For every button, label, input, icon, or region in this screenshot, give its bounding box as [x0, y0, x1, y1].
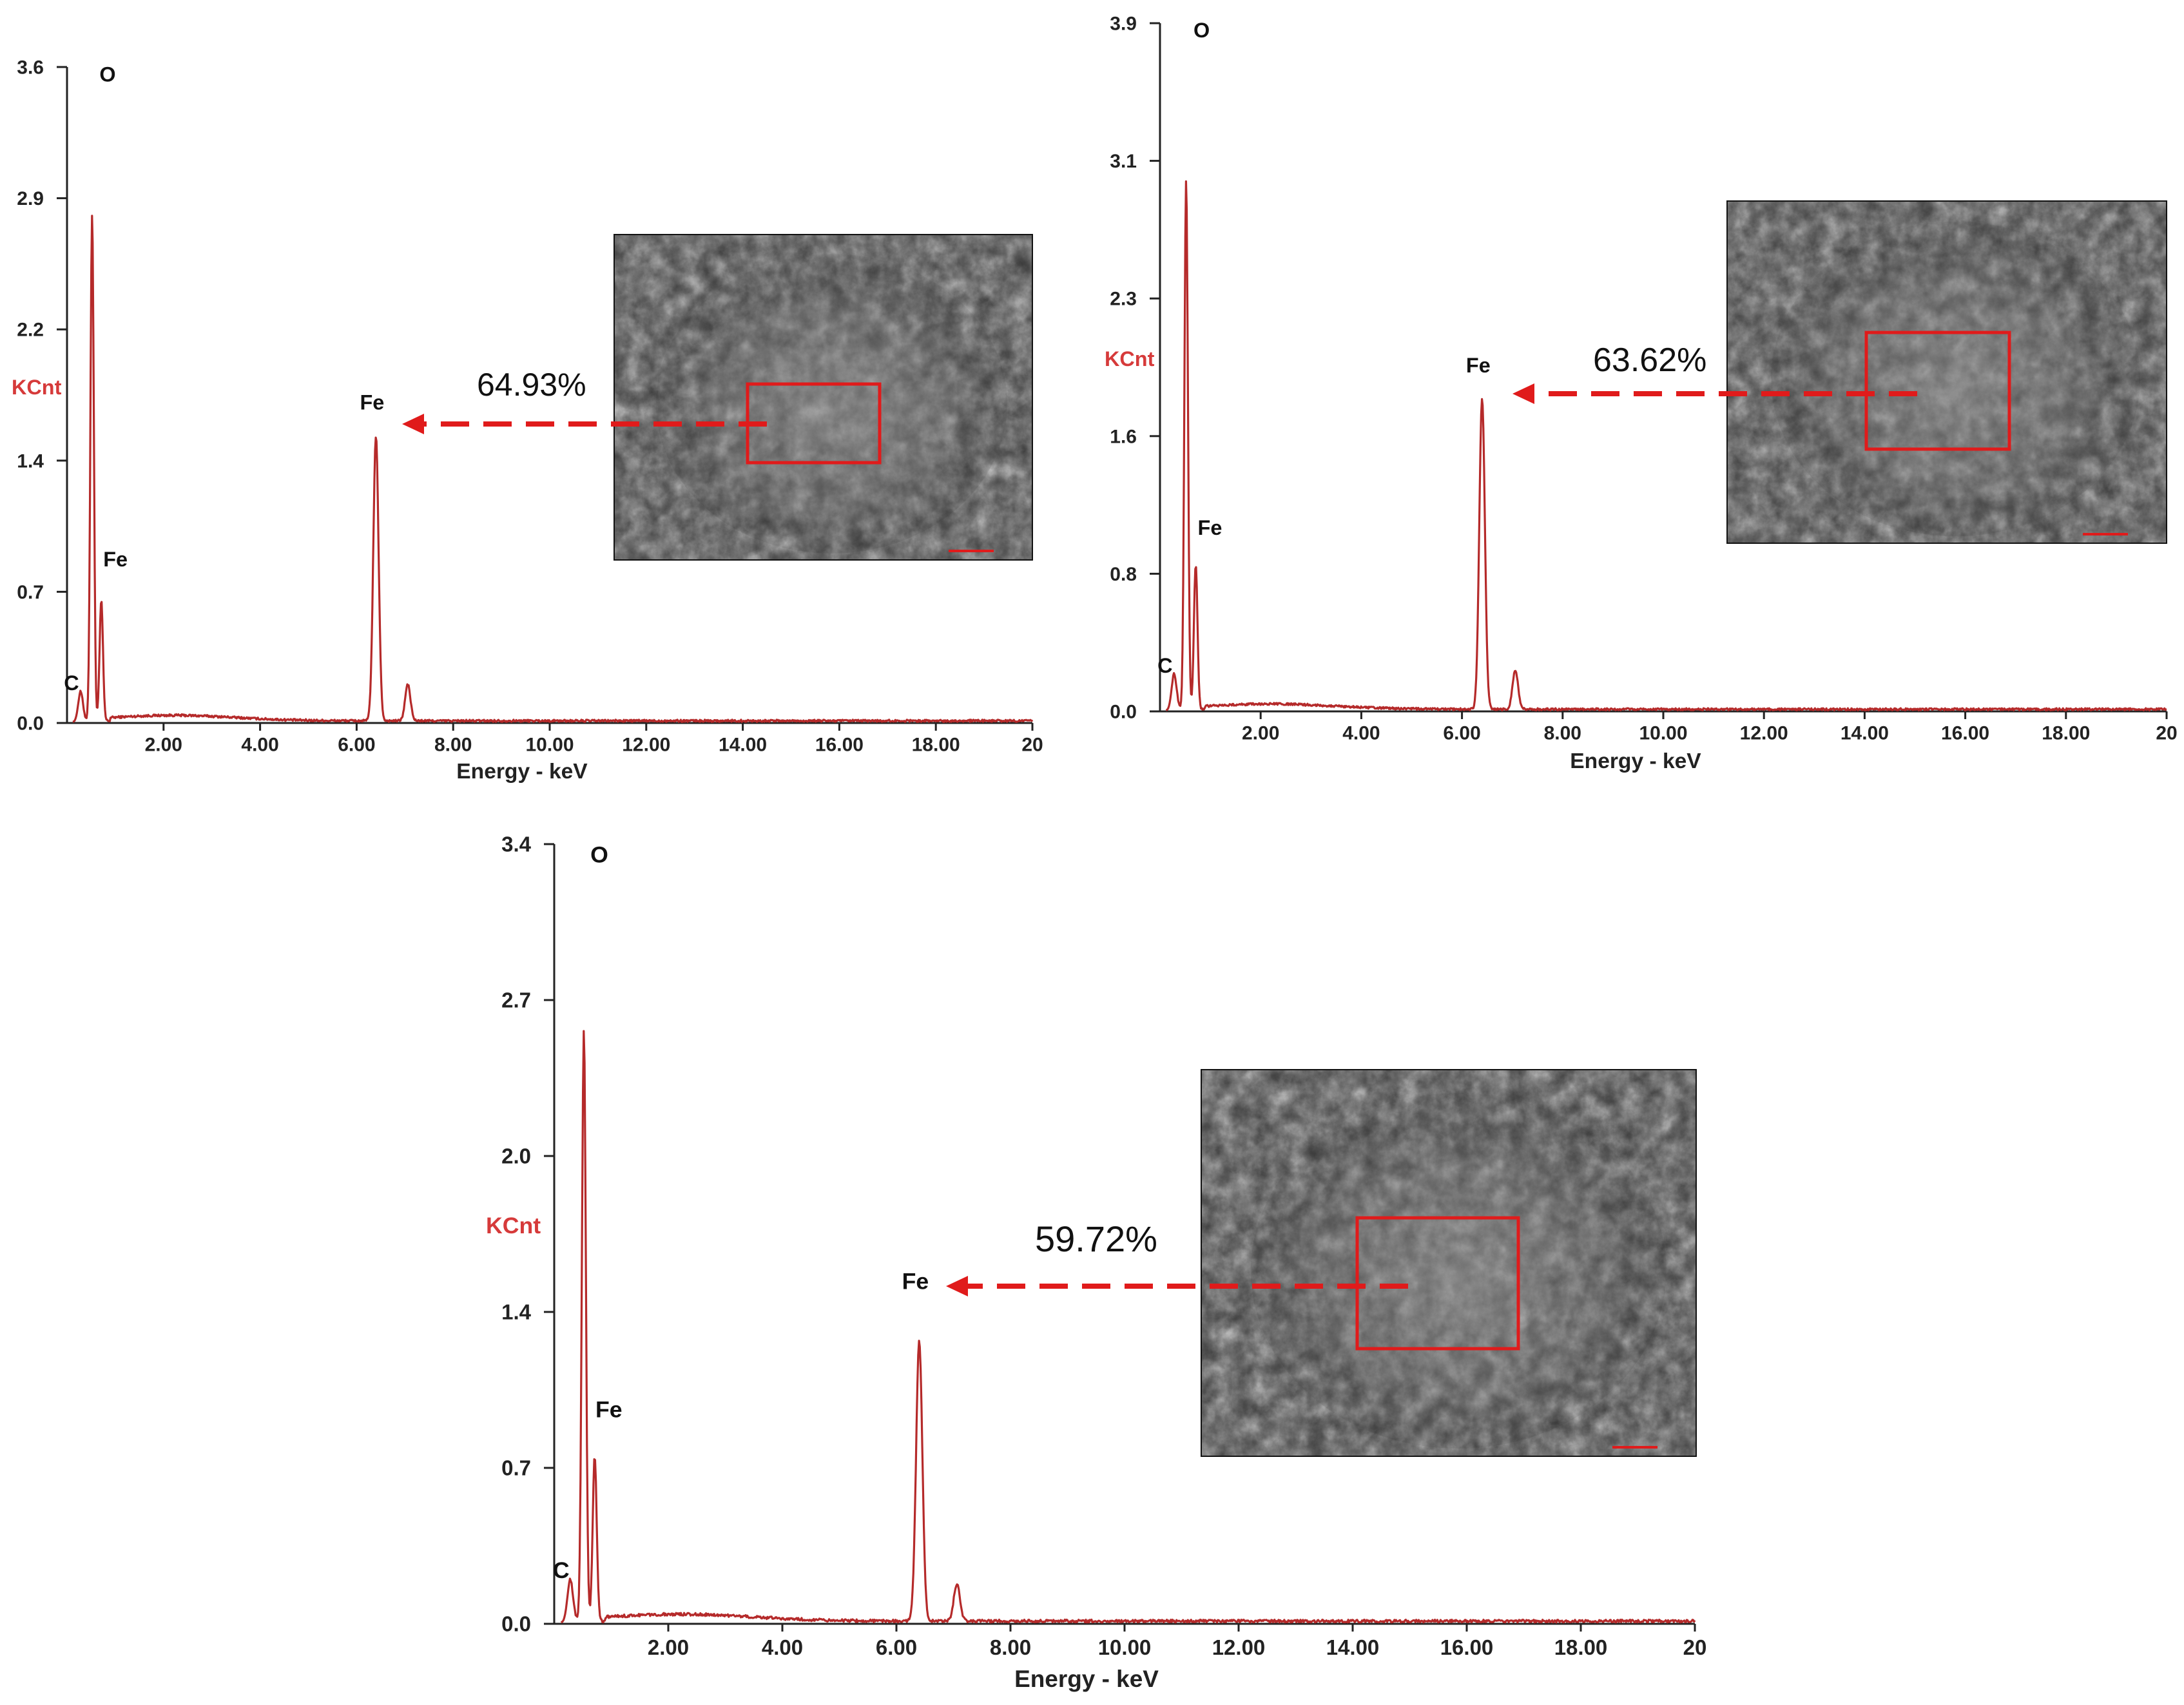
y-tick-label: 0.0 [1110, 702, 1137, 723]
y-tick-label: 2.0 [501, 1144, 531, 1168]
peak-label-fe: Fe [902, 1268, 929, 1294]
y-tick-label: 1.6 [1110, 426, 1137, 447]
spectrum-line [1165, 180, 2167, 711]
peak-label-o: O [590, 842, 608, 867]
x-tick-label: 16.00 [1440, 1635, 1494, 1659]
peak-label-c: C [64, 671, 79, 695]
peak-label-c: C [1157, 654, 1172, 677]
peak-label-o: O [99, 63, 115, 86]
x-tick-label: 20 [1021, 735, 1043, 756]
peak-label-fe: Fe [1466, 354, 1491, 377]
peak-label-fe: Fe [595, 1397, 623, 1423]
x-tick-label: 10.00 [525, 735, 574, 756]
peak-label-o: O [1193, 19, 1210, 42]
x-tick-label: 4.00 [1342, 723, 1380, 744]
y-tick-label: 2.9 [17, 188, 44, 209]
y-tick-label: 2.2 [17, 320, 44, 341]
x-tick-label: 8.00 [990, 1635, 1031, 1659]
x-tick-label: 8.00 [1544, 723, 1581, 744]
y-tick-label: 3.9 [1110, 14, 1137, 35]
x-tick-label: 18.00 [1554, 1635, 1608, 1659]
x-tick-label: 18.00 [2042, 723, 2090, 744]
sem-image-frame [1726, 200, 2167, 544]
sem-image-frame [1201, 1069, 1697, 1457]
eds-chart-1: 0.0 0.7 1.4 2.2 2.9 3.6 2.00 4.00 6.00 8.00 10.00 1… [12, 57, 1043, 784]
y-tick-label: 2.3 [1110, 289, 1137, 310]
peak-label-fe: Fe [1198, 516, 1222, 539]
x-tick-label: 6.00 [876, 1635, 917, 1659]
x-axis-label: Energy - keV [1570, 749, 1701, 773]
spectrum-line [72, 215, 1034, 723]
sem-image-frame [614, 234, 1033, 561]
x-tick-label: 14.00 [719, 735, 767, 756]
x-tick-label: 20 [2156, 723, 2177, 744]
sem-particle-glow [655, 254, 1008, 554]
fe-percentage-label: 59.72% [1035, 1219, 1157, 1259]
y-tick-label: 0.0 [17, 713, 44, 735]
arrow-head [946, 1276, 968, 1296]
x-tick-label: 12.00 [1212, 1635, 1266, 1659]
peak-label-fe: Fe [360, 391, 384, 414]
x-tick-label: 14.00 [1841, 723, 1889, 744]
x-tick-label: 10.00 [1098, 1635, 1152, 1659]
peak-label-c: C [553, 1557, 570, 1583]
sem-image-1 [614, 234, 1033, 561]
arrow-head [402, 414, 424, 434]
x-tick-label: 2.00 [145, 735, 182, 756]
analysis-region-box [1355, 1216, 1520, 1351]
arrow-head [1512, 383, 1534, 404]
sem-image-3 [1201, 1069, 1697, 1457]
eds-chart-2: 0.0 0.8 1.6 2.3 3.1 3.9 2.00 4.00 6.00 8.00 10.00 1… [1105, 14, 2178, 774]
sem-particle-glow [1250, 1093, 1667, 1449]
spectrum-line [561, 1030, 1696, 1624]
peak-label-fe: Fe [103, 548, 128, 571]
x-axis-label: Energy - keV [1014, 1666, 1159, 1692]
y-axis-label: KCnt [1105, 347, 1155, 371]
y-tick-label: 0.7 [17, 582, 44, 603]
y-tick-label: 0.7 [501, 1456, 531, 1480]
y-tick-label: 0.0 [501, 1612, 531, 1636]
sem-particle-glow [1771, 221, 2141, 537]
x-tick-label: 20 [1683, 1635, 1707, 1659]
x-tick-label: 18.00 [912, 735, 960, 756]
y-tick-label: 3.6 [17, 57, 44, 79]
y-axis-label: KCnt [12, 376, 62, 399]
x-tick-label: 6.00 [1443, 723, 1480, 744]
x-tick-label: 16.00 [1941, 723, 1989, 744]
x-tick-label: 6.00 [338, 735, 375, 756]
sem-image-2 [1726, 200, 2167, 544]
x-tick-label: 12.00 [622, 735, 670, 756]
x-tick-label: 14.00 [1326, 1635, 1380, 1659]
y-tick-label: 1.4 [17, 450, 44, 472]
x-tick-label: 10.00 [1639, 723, 1687, 744]
y-tick-label: 0.8 [1110, 564, 1137, 585]
x-tick-label: 2.00 [1242, 723, 1279, 744]
y-tick-label: 2.7 [501, 988, 531, 1012]
x-tick-label: 8.00 [434, 735, 472, 756]
x-tick-label: 16.00 [815, 735, 864, 756]
x-tick-label: 12.00 [1740, 723, 1788, 744]
y-axis-label: KCnt [486, 1213, 541, 1238]
fe-percentage-label: 63.62% [1593, 342, 1706, 379]
y-tick-label: 1.4 [501, 1300, 532, 1324]
analysis-region-box [1864, 331, 2011, 451]
eds-chart-3: 0.0 0.7 1.4 2.0 2.7 3.4 2.00 4.00 6.00 8.00 10.00 1… [486, 833, 1706, 1692]
y-tick-label: 3.1 [1110, 151, 1137, 172]
x-tick-label: 4.00 [241, 735, 278, 756]
x-tick-label: 4.00 [762, 1635, 803, 1659]
y-tick-label: 3.4 [501, 833, 532, 856]
x-axis-label: Energy - keV [456, 760, 588, 784]
fe-percentage-label: 64.93% [477, 367, 586, 403]
x-tick-label: 2.00 [648, 1635, 689, 1659]
